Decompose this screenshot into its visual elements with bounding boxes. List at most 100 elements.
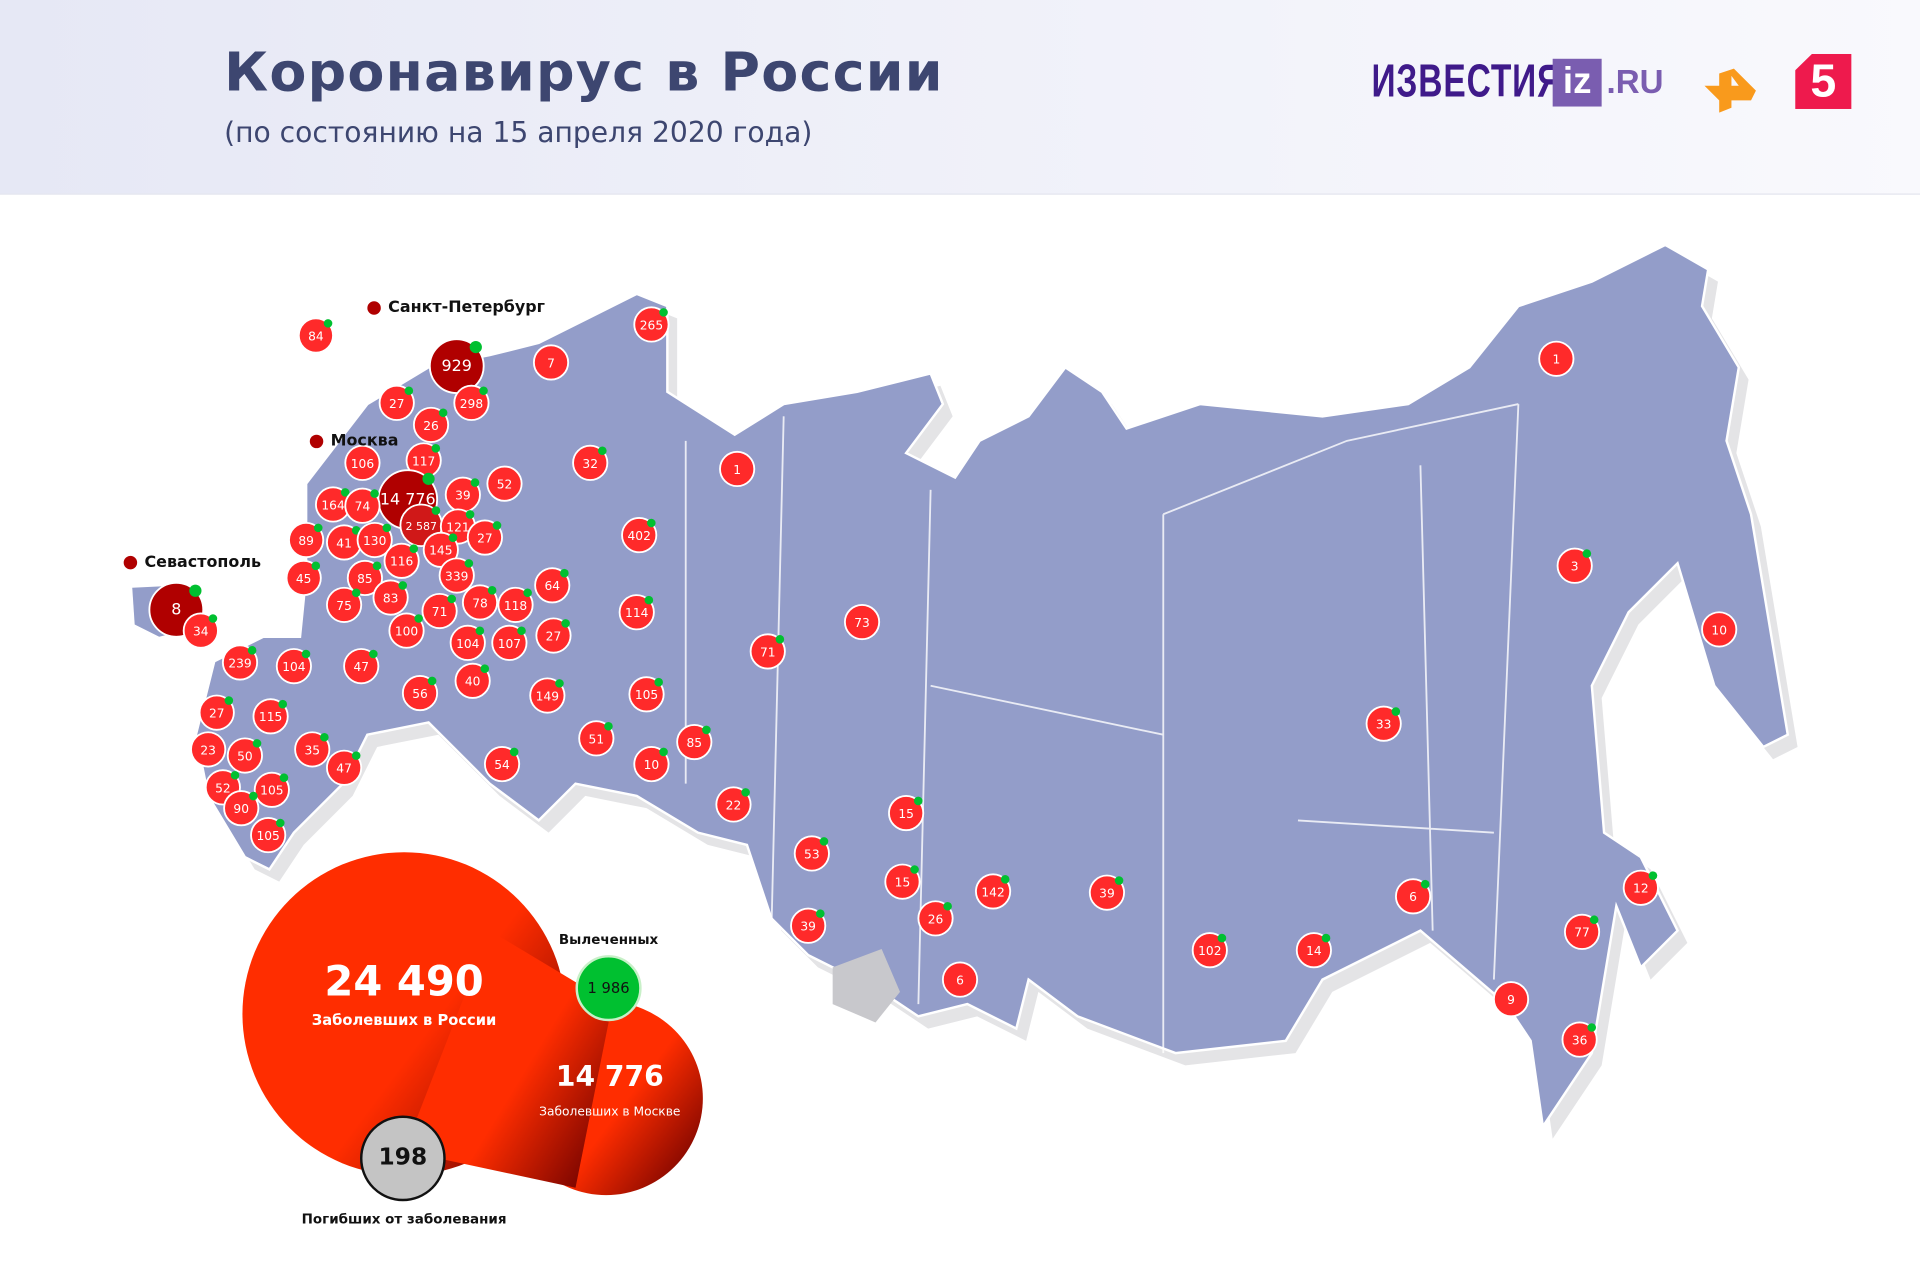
recovered-dot: [1391, 707, 1401, 716]
recovered-dot: [448, 533, 458, 542]
marker-value: 100: [395, 625, 418, 639]
recovered-dot: [654, 677, 663, 687]
recovered-dot: [252, 739, 262, 748]
recovered-dot: [351, 588, 361, 598]
marker-circle: [633, 306, 670, 343]
recovered-dot: [1217, 933, 1227, 943]
recovered-dot: [659, 747, 668, 757]
page-title: Коронавирус в России: [224, 41, 944, 105]
recovered-dot: [702, 725, 711, 735]
marker-circle: [252, 698, 289, 735]
marker-circle: [326, 586, 363, 623]
moscow-cases-label: Заболевших в Москве: [539, 1105, 681, 1120]
recovered-dot: [775, 635, 785, 644]
izvestia-logo: ИЗВЕСТИЯ: [1371, 56, 1563, 108]
region-marker: 52: [486, 465, 523, 502]
region-marker: 40: [454, 662, 491, 699]
marker-value: 15: [898, 807, 914, 821]
region-marker: 7: [532, 344, 570, 381]
marker-value: 6: [956, 973, 964, 987]
region-marker: 22: [715, 786, 752, 823]
marker-value: 10: [1711, 623, 1727, 637]
marker-value: 36: [1572, 1033, 1588, 1047]
marker-value: 8: [171, 600, 181, 619]
recovered-dot: [409, 544, 419, 553]
recovered-dot: [1648, 871, 1658, 880]
marker-value: 54: [494, 758, 510, 772]
marker-circle: [715, 786, 752, 823]
marker-value: 27: [389, 397, 405, 411]
recovered-dot: [816, 909, 825, 918]
marker-value: 10: [644, 758, 660, 772]
marker-circle: [198, 694, 235, 731]
recovered-dot: [913, 796, 923, 806]
region-marker: 26: [412, 406, 450, 443]
recovered-dot: [469, 340, 482, 354]
marker-circle: [1395, 878, 1432, 915]
marker-value: 77: [1574, 926, 1590, 940]
marker-circle: [843, 603, 881, 641]
marker-value: 39: [455, 489, 471, 503]
region-marker: 39: [1088, 874, 1126, 911]
recovered-dot: [431, 444, 441, 453]
marker-value: 27: [546, 629, 562, 643]
marker-value: 32: [582, 457, 598, 471]
marker-value: 52: [497, 478, 513, 492]
region-marker: 118: [497, 586, 534, 623]
marker-circle: [1088, 874, 1126, 911]
region-marker: 74: [344, 487, 381, 524]
marker-value: 27: [477, 531, 493, 545]
marker-circle: [790, 907, 827, 944]
region-marker: 100: [388, 612, 425, 649]
region-marker: 33: [1365, 705, 1402, 742]
marker-circle: [466, 519, 503, 556]
marker-value: 52: [215, 781, 231, 795]
marker-value: 26: [928, 912, 944, 926]
marker-circle: [941, 961, 979, 998]
marker-value: 71: [432, 605, 448, 619]
marker-value: 90: [233, 802, 249, 816]
marker-circle: [1563, 913, 1601, 950]
region-marker: 47: [326, 749, 363, 786]
recovered-dot: [1321, 933, 1331, 943]
marker-value: 1: [1552, 353, 1560, 367]
region-marker: 89: [288, 521, 325, 559]
marker-circle: [1556, 547, 1593, 584]
marker-value: 23: [200, 743, 216, 757]
marker-value: 53: [804, 847, 820, 861]
region-marker: 1: [719, 450, 756, 488]
region-marker: 10: [633, 746, 670, 783]
region-marker: 116: [383, 542, 420, 579]
marker-circle: [190, 731, 227, 768]
region-marker: 15: [888, 795, 925, 832]
marker-value: 39: [1099, 887, 1115, 901]
recovered-dot: [398, 581, 408, 590]
marker-circle: [372, 579, 409, 616]
marker-circle: [719, 450, 756, 488]
marker-circle: [483, 746, 521, 783]
marker-value: 47: [353, 660, 369, 674]
marker-circle: [453, 384, 490, 421]
marker-circle: [250, 817, 287, 854]
recovered-dot: [189, 584, 202, 597]
region-marker: 27: [466, 519, 503, 556]
marker-circle: [628, 676, 665, 713]
region-marker: 47: [343, 648, 380, 685]
recovered-dot: [1114, 876, 1124, 885]
recovered-dot: [224, 696, 234, 705]
marker-value: 84: [308, 329, 324, 343]
region-marker: 71: [749, 633, 786, 670]
city-label-spb: Санкт-Петербург: [367, 299, 545, 317]
marker-circle: [449, 624, 486, 661]
recovered-dot: [427, 676, 437, 686]
recovered-dot: [647, 518, 656, 528]
marker-value: 104: [456, 637, 480, 651]
marker-circle: [888, 795, 925, 832]
recovered-dot: [561, 619, 570, 628]
marker-circle: [1295, 932, 1332, 969]
recovered-dot: [276, 818, 285, 828]
recovered-dot: [351, 751, 361, 760]
marker-circle: [975, 873, 1012, 910]
marker-value: 117: [412, 454, 435, 468]
